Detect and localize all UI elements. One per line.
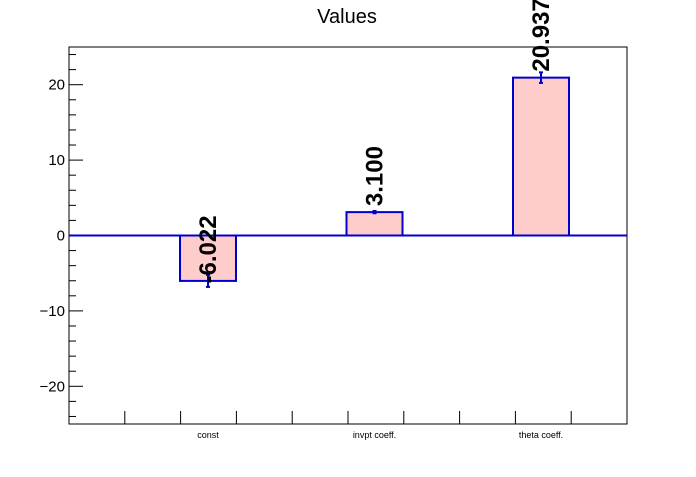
chart-title: Values [317,6,377,28]
y-tick-label: 0 [57,228,65,245]
x-tick-label: invpt coeff. [353,430,396,440]
y-tick-label: 20 [48,77,65,94]
y-tick-label: −10 [40,303,65,320]
bar-1 [345,211,404,237]
y-tick-label: 10 [48,152,65,169]
plot-area: −20 −10 0 10 20 -6.022 const 3.100 invpt coeff. 2… [40,0,628,440]
x-tick-label: const [197,430,219,440]
bar-value-label: 3.100 [362,146,389,206]
bar-2 [512,76,570,237]
bar-value-label: 20.937 [528,0,555,72]
y-tick-label: −20 [40,378,65,395]
bar-0 [179,234,237,282]
bar-value-label: -6.022 [195,215,222,283]
x-tick-label: theta coeff. [519,430,563,440]
